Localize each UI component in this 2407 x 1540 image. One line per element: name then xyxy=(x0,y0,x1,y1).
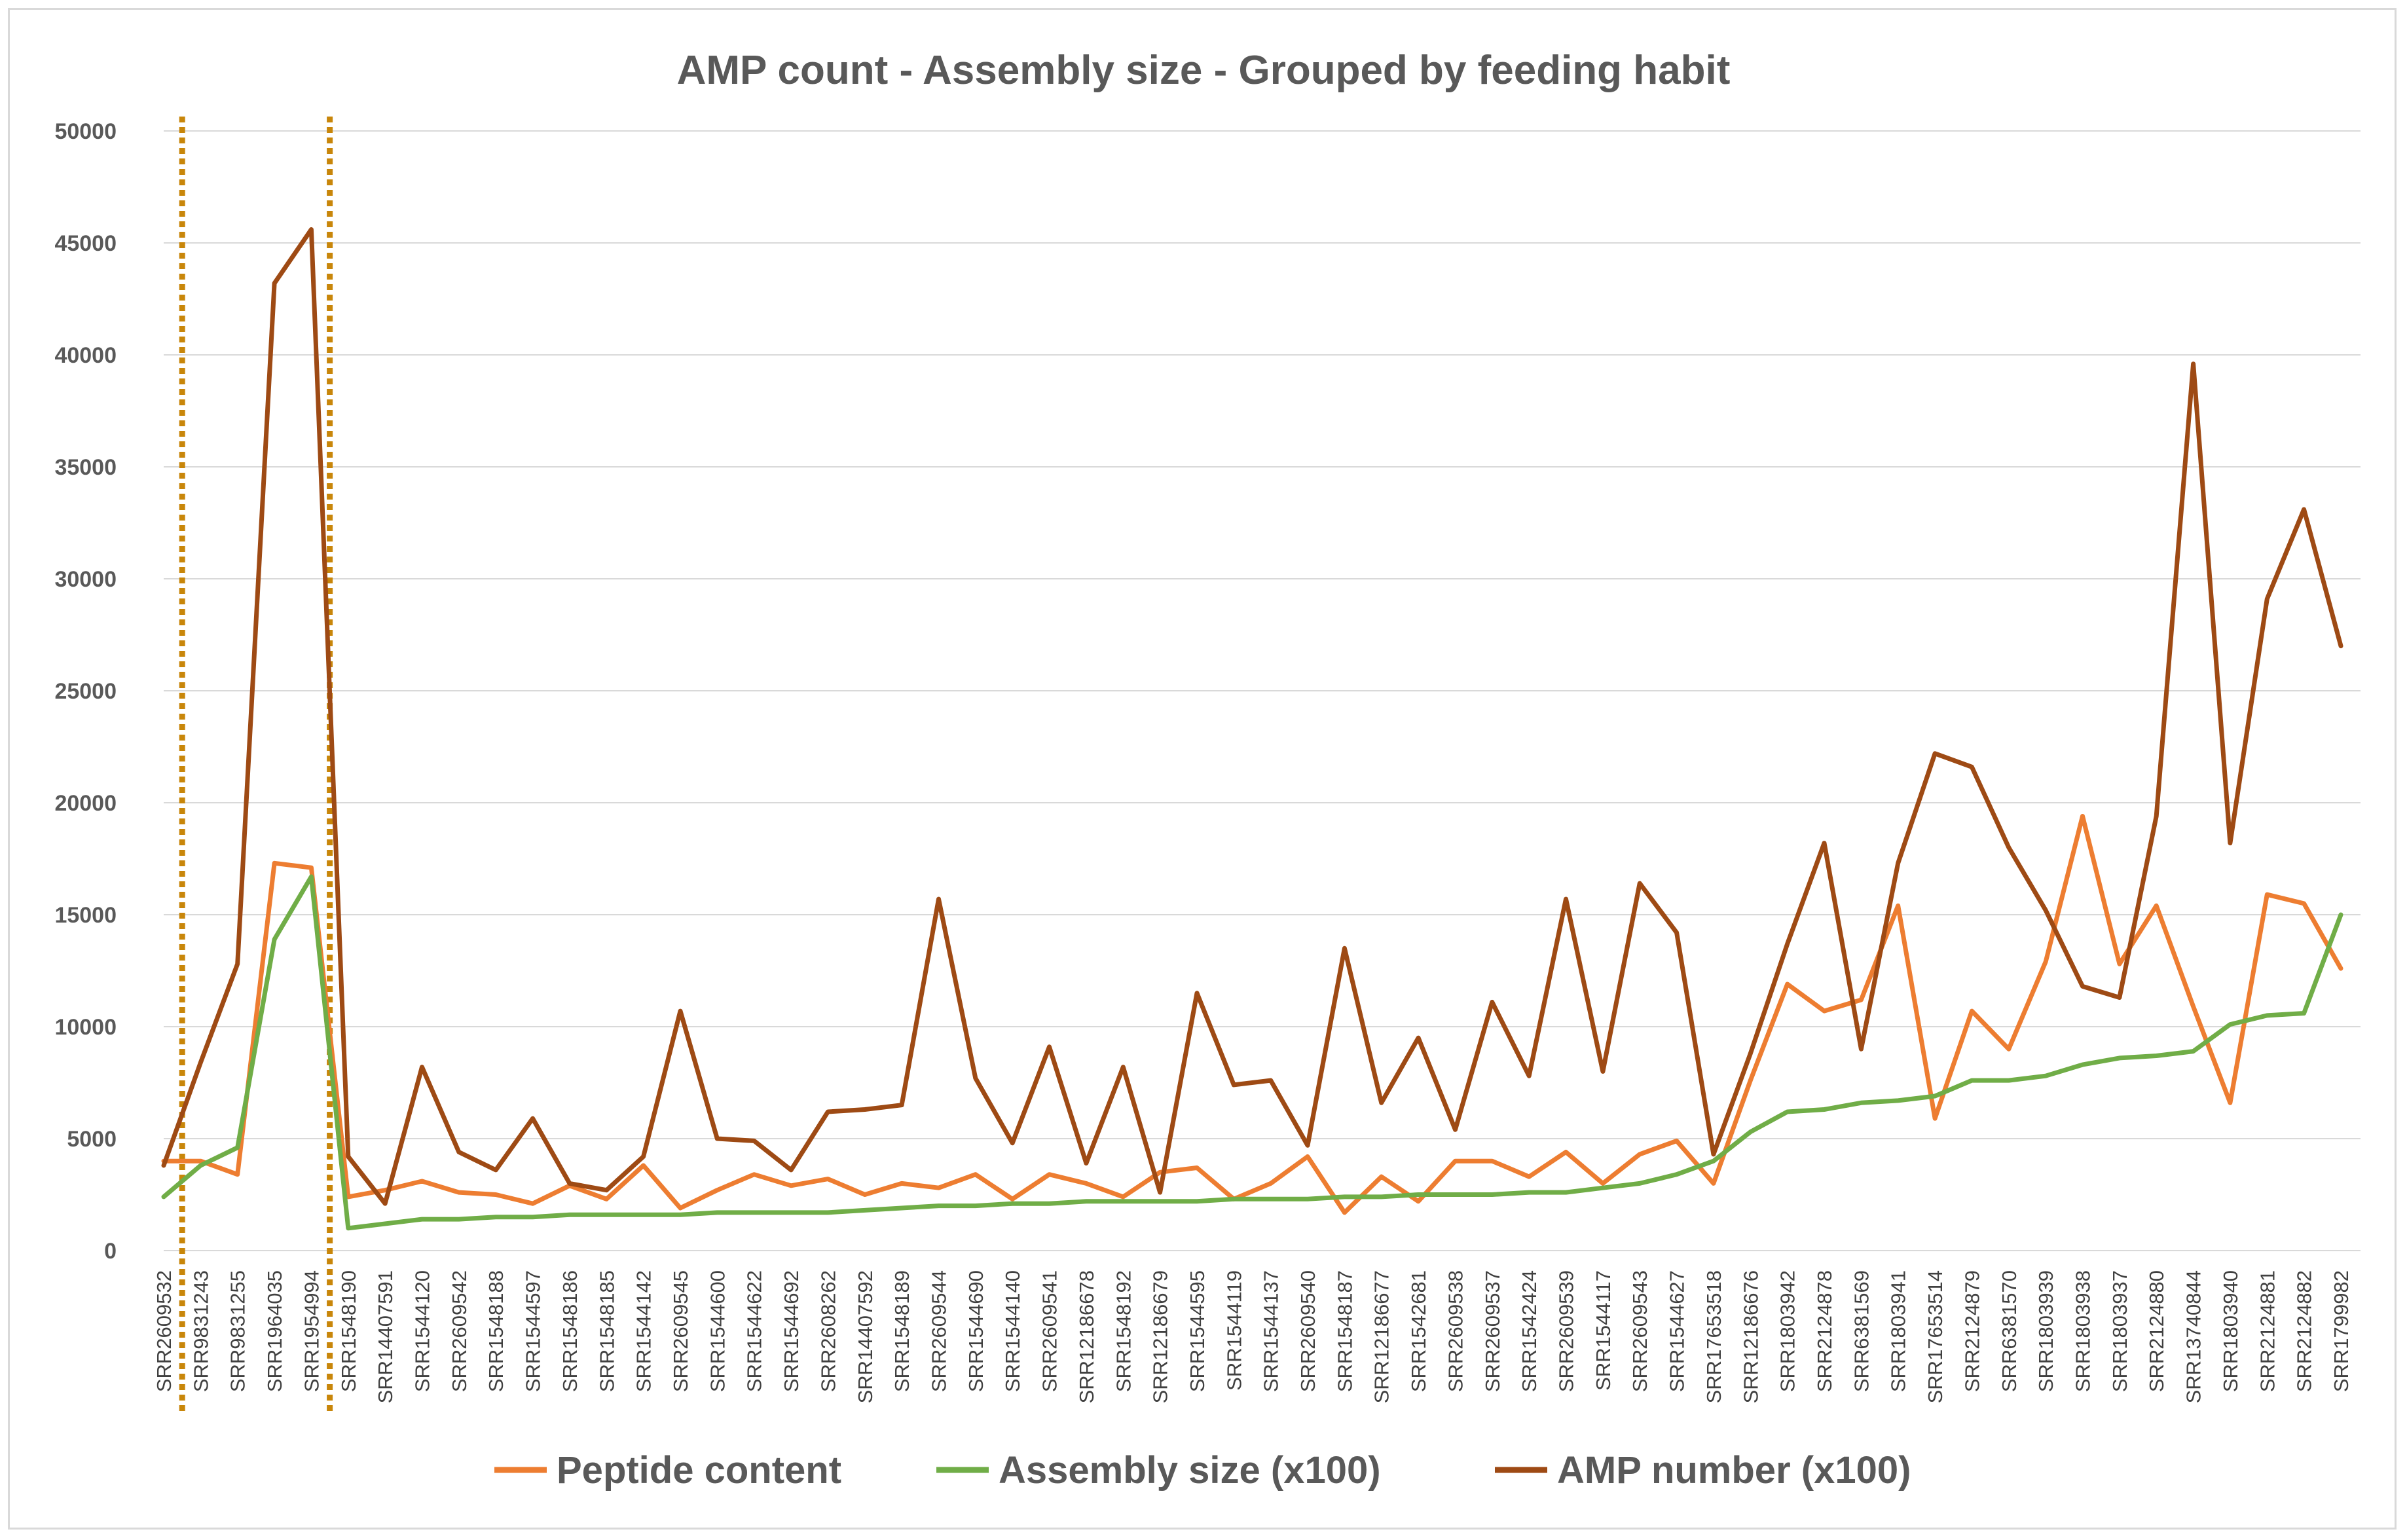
y-tick-label: 45000 xyxy=(54,231,117,256)
x-tick-label: SRR2124879 xyxy=(1960,1270,1983,1392)
x-tick-label: SRR1803940 xyxy=(2219,1270,2242,1392)
x-tick-label: SRR2609545 xyxy=(669,1270,692,1392)
x-tick-label: SRR2124882 xyxy=(2293,1270,2316,1392)
x-tick-label: SRR14407591 xyxy=(374,1270,397,1403)
legend: Peptide content Assembly size (x100) AMP n… xyxy=(494,1449,1911,1492)
x-tick-label: SRR1548190 xyxy=(337,1270,360,1392)
x-tick-label: SRR1548189 xyxy=(891,1270,913,1392)
x-tick-label: SRR2124880 xyxy=(2145,1270,2168,1392)
legend-label-assembly-size-x100: Assembly size (x100) xyxy=(999,1449,1381,1492)
x-tick-label: SRR2608262 xyxy=(817,1270,839,1392)
x-tick-label: SRR14407592 xyxy=(854,1270,877,1403)
x-tick-label: SRR1544597 xyxy=(522,1270,545,1392)
x-tick-label: SRR1548186 xyxy=(559,1270,581,1392)
y-tick-label: 50000 xyxy=(54,119,117,144)
x-tick-label: SRR2609544 xyxy=(927,1270,950,1392)
x-tick-label: SRR1544692 xyxy=(780,1270,803,1392)
x-tick-label: SRR1548185 xyxy=(595,1270,618,1392)
legend-label-amp-number-x100: AMP number (x100) xyxy=(1557,1449,1911,1492)
series-line-peptide-content xyxy=(161,814,2343,1215)
chart-title: AMP count - Assembly size - Grouped by f… xyxy=(677,48,1731,93)
x-tick-label: SRR1544140 xyxy=(1001,1270,1024,1392)
x-tick-label: SRR2609542 xyxy=(448,1270,471,1392)
x-tick-label: SRR1544690 xyxy=(965,1270,987,1392)
x-tick-label: SRR1544627 xyxy=(1666,1270,1689,1392)
x-tick-label: SRR17653518 xyxy=(1702,1270,1725,1403)
x-tick-label: SRR1548188 xyxy=(485,1270,507,1392)
y-tick-label: 15000 xyxy=(54,903,117,928)
x-tick-label: SRR1803938 xyxy=(2072,1270,2095,1392)
x-tick-label: SRR12186678 xyxy=(1075,1270,1098,1403)
x-tick-label: SRR1803941 xyxy=(1887,1270,1910,1392)
x-tick-label: SRR2609541 xyxy=(1038,1270,1061,1392)
x-tick-label: SRR1803942 xyxy=(1776,1270,1799,1392)
x-tick-label: SRR1544595 xyxy=(1186,1270,1209,1392)
x-tick-label: SRR2609538 xyxy=(1444,1270,1467,1392)
x-tick-label: SRR1542681 xyxy=(1407,1270,1430,1392)
x-tick-label: SRR12186679 xyxy=(1149,1270,1172,1403)
x-tick-label: SRR2609537 xyxy=(1481,1270,1504,1392)
x-tick-label: SRR1544137 xyxy=(1260,1270,1283,1392)
series-line-amp-number-x100 xyxy=(161,227,2343,1206)
x-axis: SRR2609532 SRR9831243 SRR9831255 SRR1964035… xyxy=(153,1270,2353,1403)
y-tick-label: 25000 xyxy=(54,679,117,704)
x-tick-label: SRR2609540 xyxy=(1296,1270,1319,1392)
x-tick-label: SRR2609543 xyxy=(1628,1270,1651,1392)
x-tick-label: SRR1548187 xyxy=(1333,1270,1356,1392)
series-lines xyxy=(161,227,2343,1231)
y-tick-label: 0 xyxy=(104,1239,117,1264)
x-tick-label: SRR1548192 xyxy=(1112,1270,1135,1392)
x-tick-label: SRR1544120 xyxy=(411,1270,433,1392)
x-tick-label: SRR1544622 xyxy=(743,1270,766,1392)
y-tick-label: 30000 xyxy=(54,567,117,592)
x-tick-label: SRR1803939 xyxy=(2034,1270,2057,1392)
x-tick-label: SRR1954994 xyxy=(300,1270,323,1392)
x-tick-label: SRR1964035 xyxy=(263,1270,286,1392)
gridlines xyxy=(164,130,2361,1251)
x-tick-label: SRR9831243 xyxy=(189,1270,212,1392)
chart-frame xyxy=(8,8,2397,1530)
x-tick-label: SRR2124878 xyxy=(1813,1270,1836,1392)
legend-label-peptide-content: Peptide content xyxy=(557,1449,841,1492)
x-tick-label: SRR17653514 xyxy=(1924,1270,1947,1403)
x-tick-label: SRR9831255 xyxy=(227,1270,249,1392)
y-tick-label: 10000 xyxy=(54,1015,117,1040)
y-axis: 0 5000 10000 15000 20000 25000 30000 35000 40000… xyxy=(54,119,117,1264)
x-tick-label: SRR2124881 xyxy=(2256,1270,2279,1392)
x-tick-label: SRR6381570 xyxy=(1998,1270,2021,1392)
y-tick-label: 5000 xyxy=(67,1127,117,1152)
y-tick-label: 35000 xyxy=(54,455,117,480)
x-tick-label: SRR2609539 xyxy=(1555,1270,1578,1392)
x-tick-label: SRR1544117 xyxy=(1592,1270,1615,1391)
x-tick-label: SRR1544119 xyxy=(1222,1270,1245,1391)
x-tick-label: SRR1803937 xyxy=(2108,1270,2131,1392)
x-tick-label: SRR1799982 xyxy=(2330,1270,2353,1392)
x-tick-label: SRR6381569 xyxy=(1850,1270,1873,1392)
x-tick-label: SRR13740844 xyxy=(2182,1270,2205,1403)
x-tick-label: SRR2609532 xyxy=(153,1270,175,1392)
x-tick-label: SRR1542424 xyxy=(1518,1270,1541,1392)
x-tick-label: SRR1544142 xyxy=(633,1270,655,1392)
series-line-assembly-size-x100 xyxy=(161,874,2343,1231)
x-tick-label: SRR12186677 xyxy=(1370,1270,1393,1403)
annotations xyxy=(179,117,333,1414)
x-tick-label: SRR12186676 xyxy=(1739,1270,1762,1403)
x-tick-label: SRR1544600 xyxy=(706,1270,729,1392)
y-tick-label: 40000 xyxy=(54,343,117,368)
y-tick-label: 20000 xyxy=(54,791,117,816)
